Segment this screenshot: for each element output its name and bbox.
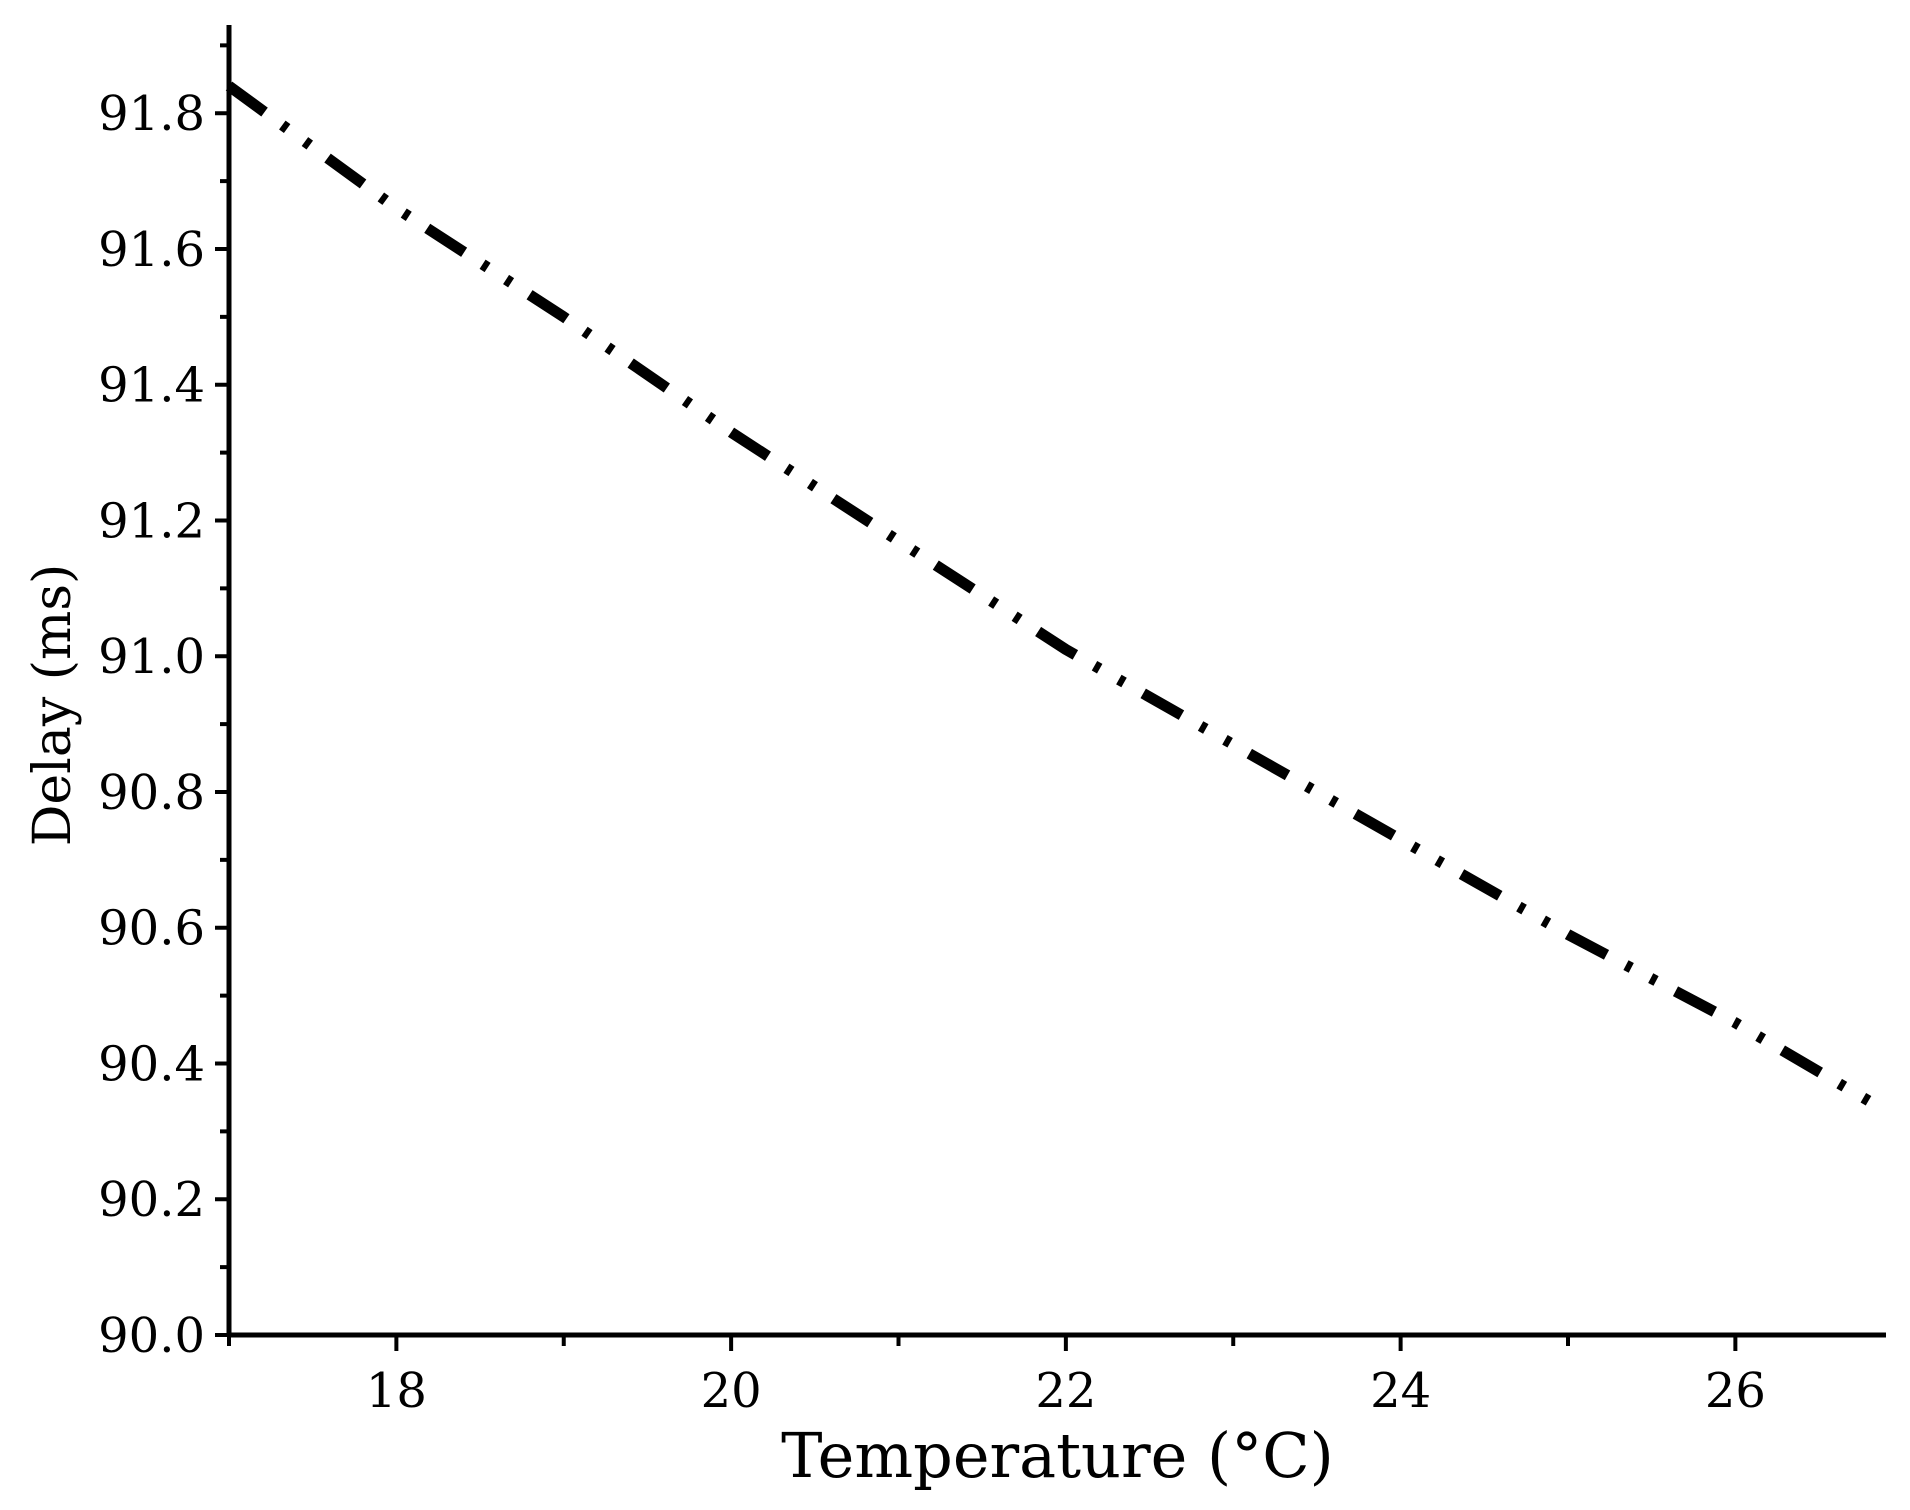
y-tick-label: 91.8 xyxy=(98,86,205,142)
x-axis-label: Temperature (°C) xyxy=(781,1419,1334,1492)
x-tick-label: 22 xyxy=(1035,1363,1096,1419)
y-tick-label: 90.8 xyxy=(98,765,205,821)
x-tick-label: 26 xyxy=(1705,1363,1766,1419)
series-line xyxy=(225,81,1889,1116)
y-axis-label: Delay (ms) xyxy=(23,564,83,847)
plot-area xyxy=(225,81,1889,1116)
x-tick-label: 24 xyxy=(1370,1363,1431,1419)
y-tick-label: 91.2 xyxy=(98,493,205,549)
y-tick-label: 91.6 xyxy=(98,222,205,278)
axes: 90.0 90.2 90.4 90.6 90.8 91.0 91.2 91.4 91.6 91.8… xyxy=(98,25,1886,1419)
y-tick-label: 90.2 xyxy=(98,1172,205,1228)
x-tick-label: 20 xyxy=(701,1363,762,1419)
y-tick-label: 90.6 xyxy=(98,901,205,957)
x-tick-label: 18 xyxy=(366,1363,427,1419)
y-tick-label: 91.4 xyxy=(98,358,205,414)
y-tick-label: 90.4 xyxy=(98,1036,205,1092)
y-tick-label: 91.0 xyxy=(98,629,205,685)
y-tick-label: 90.0 xyxy=(98,1308,205,1364)
